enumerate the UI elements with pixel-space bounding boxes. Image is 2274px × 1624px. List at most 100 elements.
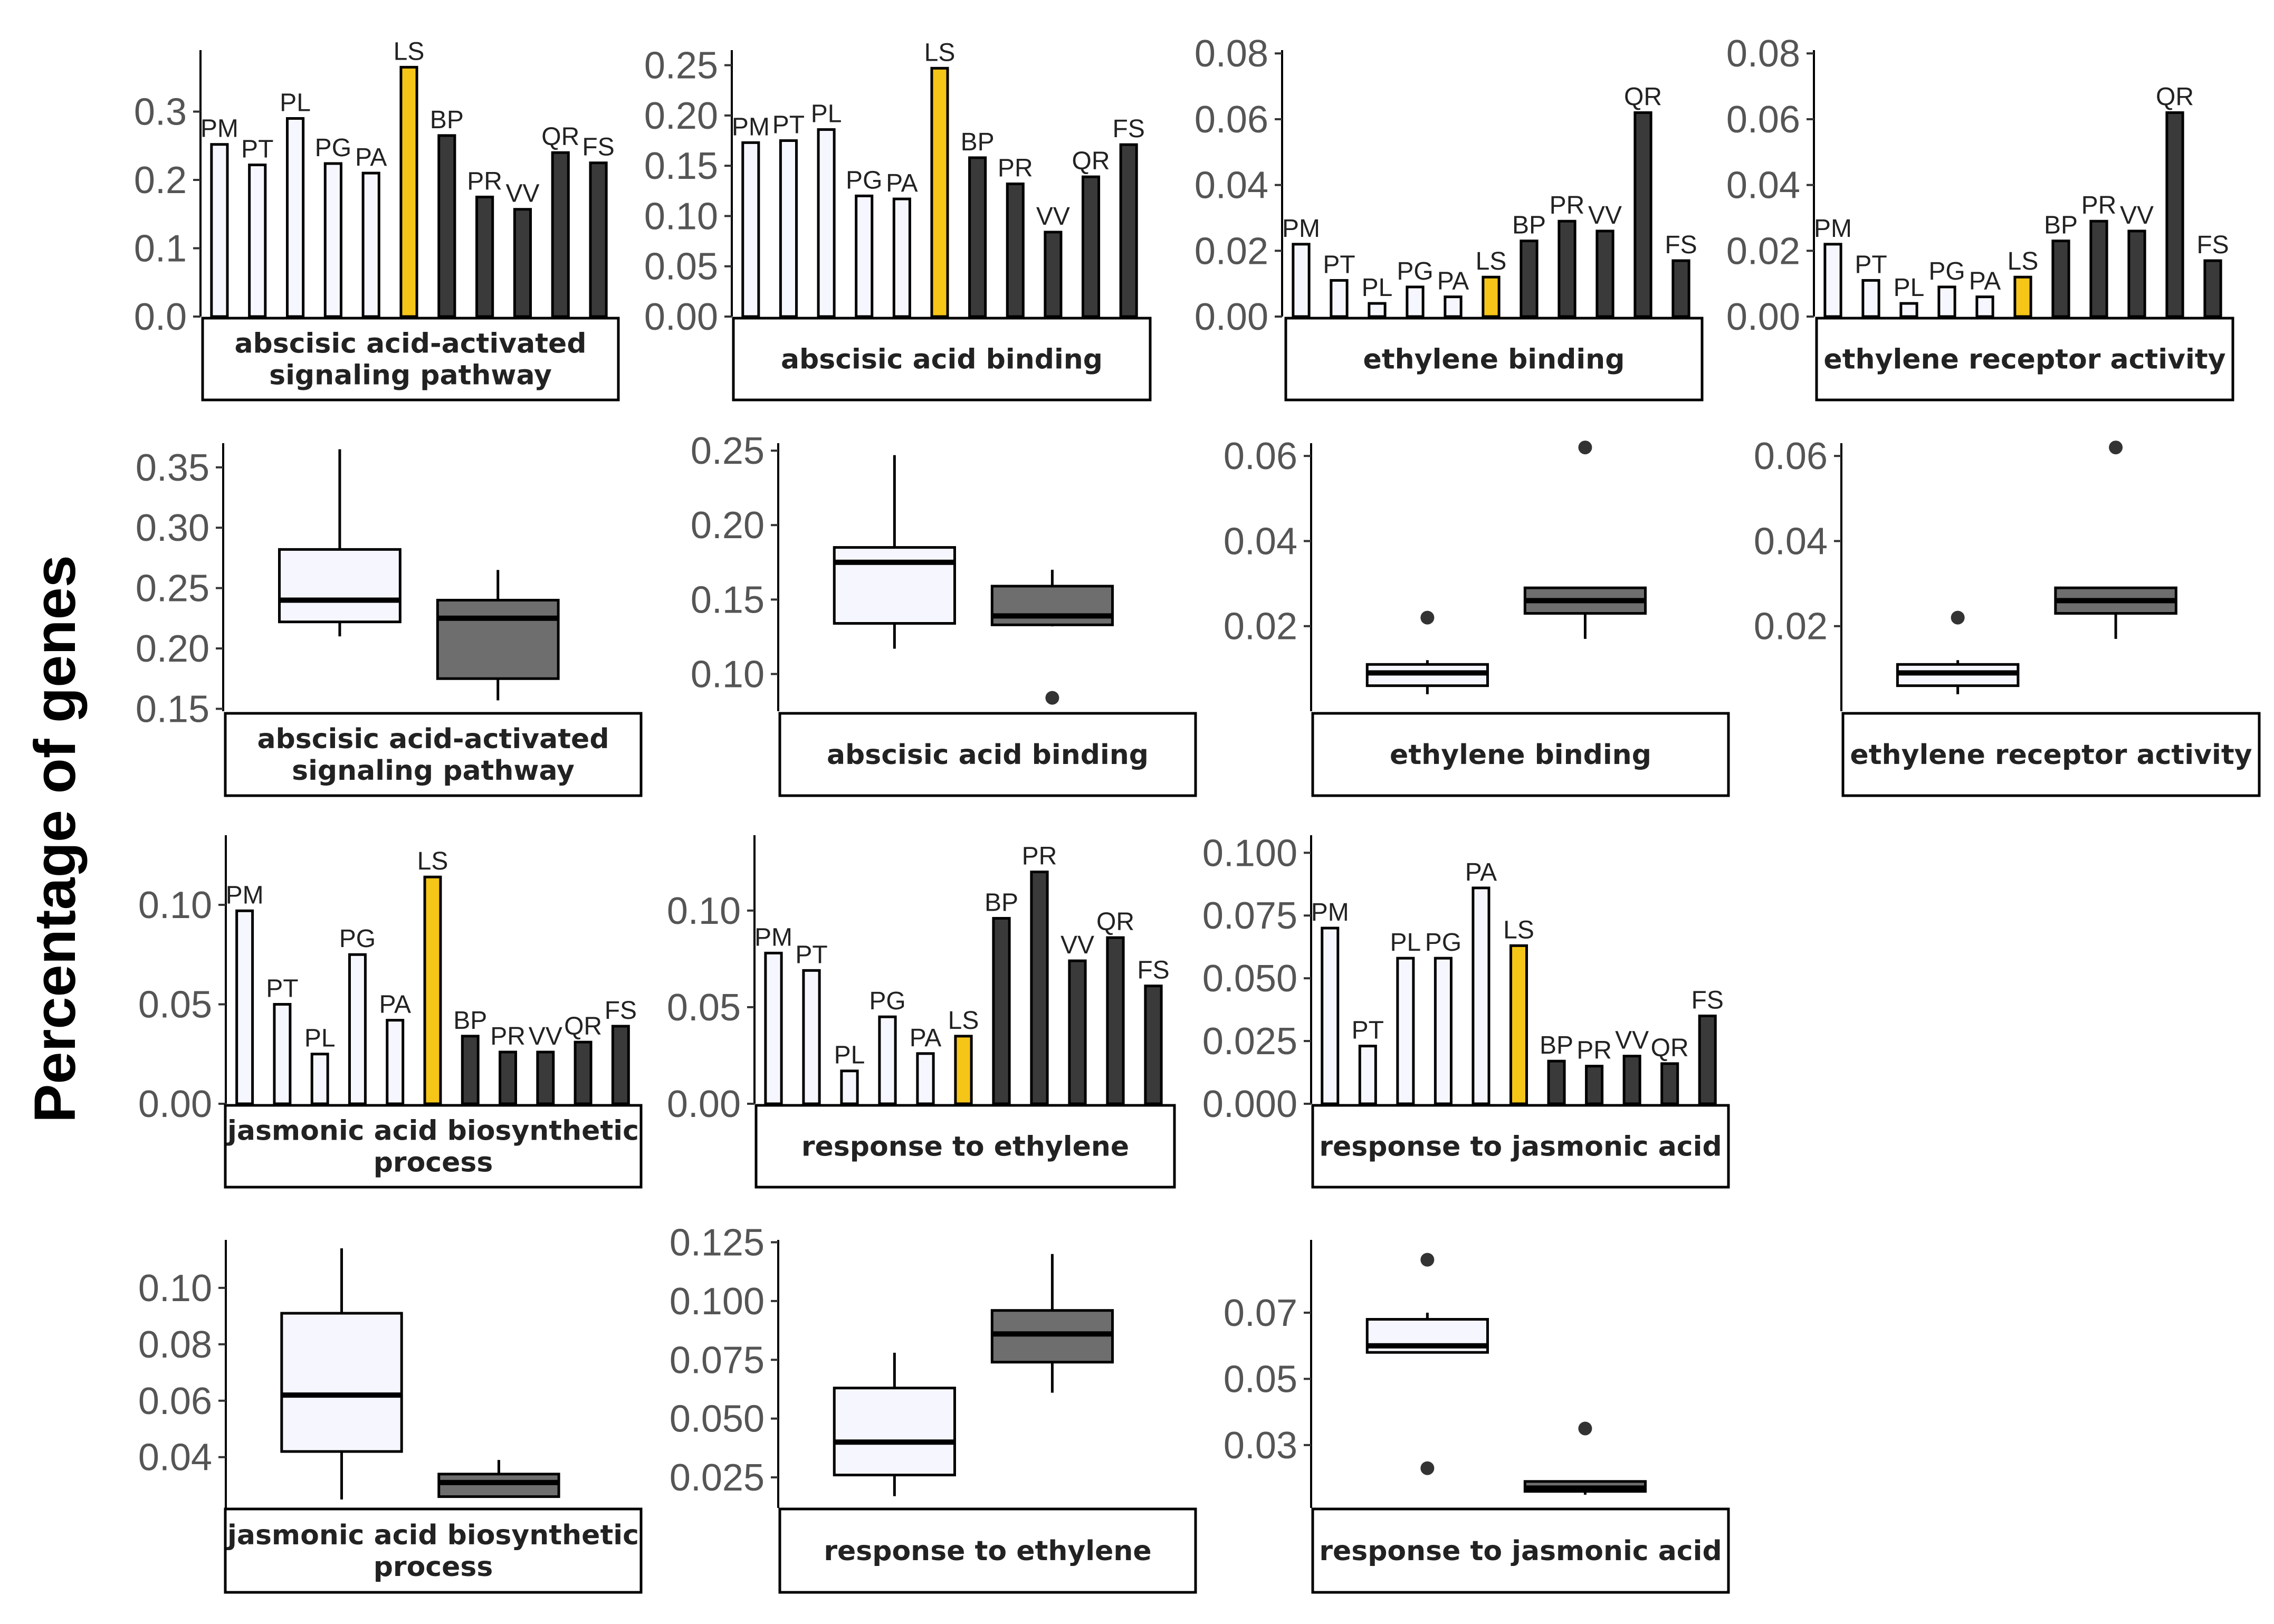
y-tick-label: 0.15: [691, 579, 765, 621]
bar-data-label: FS: [1137, 957, 1169, 985]
y-tick-label: 0.100: [1202, 832, 1297, 874]
bar-data-label: VV: [1588, 202, 1622, 230]
box-outlier-point: [1420, 1253, 1435, 1267]
bar-data-label: VV: [1060, 931, 1094, 959]
y-tick-label: 0.20: [691, 504, 765, 547]
bar: [574, 1040, 593, 1105]
y-tick-label: 0.20: [136, 628, 209, 670]
bar: [536, 1050, 555, 1105]
facet-strip: [1284, 317, 1704, 402]
bar: [1660, 1062, 1679, 1105]
bar: [1406, 285, 1425, 318]
y-axis-label: Percentage of genes: [23, 555, 88, 1123]
bar: [386, 1019, 405, 1105]
bar-data-label: VV: [1036, 203, 1070, 231]
bar: [589, 161, 608, 318]
facet-strip: [754, 1104, 1176, 1189]
facet-strip-title: abscisic acid binding: [827, 739, 1149, 771]
bar-data-label: BP: [430, 106, 464, 134]
facet-strip-title: process: [374, 1147, 493, 1179]
y-tick-label: 0.025: [670, 1457, 765, 1499]
bar: [1292, 243, 1311, 318]
bar: [2165, 111, 2184, 318]
bar: [840, 1069, 859, 1105]
bar-data-label: PL: [1362, 274, 1393, 302]
bar-data-label: FS: [605, 997, 637, 1025]
y-tick-label: 0.050: [1202, 958, 1297, 1000]
bar: [513, 208, 532, 318]
bar: [348, 953, 367, 1105]
bar: [273, 1002, 292, 1105]
y-tick-label: 0.025: [1202, 1020, 1297, 1063]
bar: [1861, 279, 1880, 318]
bar: [1068, 959, 1087, 1105]
bar-data-label: QR: [564, 1012, 602, 1040]
bar: [1823, 243, 1842, 318]
bar-data-label: PG: [1425, 929, 1461, 957]
y-tick-label: 0.15: [136, 688, 209, 730]
box-body: [990, 585, 1114, 626]
bar-data-label: PG: [869, 987, 905, 1015]
bar-data-label: PR: [467, 167, 502, 195]
bar-data-label: PM: [1814, 215, 1852, 243]
chart-panel-12: 0.025 0.050 0.075 0.100 0.125 response to eth…: [670, 1221, 1197, 1594]
bar: [611, 1025, 630, 1105]
y-tick-label: 0.1: [134, 228, 187, 270]
chart-panel-1: 0.00 0.05 0.10 0.15 0.20 0.25 PM PT PL PG PA LS BPPR…: [644, 39, 1152, 402]
box-body: [833, 1387, 956, 1477]
bar: [1044, 231, 1063, 318]
facet-strip: [732, 317, 1152, 402]
bar-data-label: PG: [1928, 257, 1965, 285]
bar-data-label: PL: [834, 1042, 865, 1069]
chart-panel-5: 0.10 0.15 0.20 0.25 abscisic acid binding: [691, 430, 1197, 797]
bar: [1396, 957, 1415, 1105]
bar-data-label: VV: [2120, 202, 2154, 230]
bar-data-label: PA: [910, 1024, 941, 1052]
y-tick-label: 0.03: [1224, 1425, 1297, 1467]
bar-data-label: PM: [200, 115, 238, 143]
chart-panel-11: 0.04 0.06 0.08 0.10 jasmonic acid biosynthet…: [138, 1240, 643, 1594]
y-tick-label: 0.02: [1224, 606, 1297, 648]
bar-data-label: LS: [948, 1007, 979, 1035]
bar-data-label: QR: [541, 123, 579, 151]
bar: [992, 916, 1011, 1105]
facet-strip-title: signaling pathway: [292, 755, 575, 787]
bar: [551, 151, 570, 318]
bar: [1144, 985, 1163, 1105]
bar-data-label: PG: [315, 134, 351, 162]
facet-strip: [201, 317, 620, 402]
y-tick-label: 0.02: [1726, 230, 1800, 272]
y-tick-label: 0.30: [136, 507, 209, 549]
facet-strip-title: ethylene receptor activity: [1850, 739, 2252, 771]
bar: [954, 1035, 973, 1105]
bar-data-label: LS: [417, 847, 448, 875]
y-tick-label: 0.10: [138, 1267, 212, 1310]
bar: [210, 143, 229, 318]
bar-data-label: PA: [379, 991, 410, 1019]
y-tick-label: 0.08: [1195, 33, 1268, 75]
facet-strip: [1311, 1507, 1730, 1594]
bar-data-label: FS: [2196, 231, 2229, 259]
facet-strip-title: signaling pathway: [269, 360, 552, 391]
y-tick-label: 0.06: [1754, 435, 1828, 477]
bar: [878, 1015, 897, 1105]
bar: [2203, 259, 2222, 318]
y-tick-label: 0.02: [1754, 606, 1828, 648]
bar-data-label: PL: [811, 100, 842, 128]
box-outlier-point: [2109, 441, 2123, 455]
facet-strip: [224, 1104, 643, 1189]
bar-data-label: LS: [394, 37, 425, 65]
bar: [1358, 1045, 1377, 1105]
facet-strip: [778, 712, 1197, 797]
bar: [1082, 175, 1101, 318]
bar-data-label: FS: [1692, 987, 1724, 1015]
bar-data-label: PL: [280, 89, 311, 117]
bar-data-label: PL: [1894, 274, 1925, 302]
bar: [423, 875, 442, 1105]
chart-panel-7: 0.02 0.04 0.06 ethylene receptor activity: [1754, 435, 2261, 797]
bar-data-label: PT: [241, 136, 273, 164]
bar-data-label: LS: [1503, 916, 1534, 944]
